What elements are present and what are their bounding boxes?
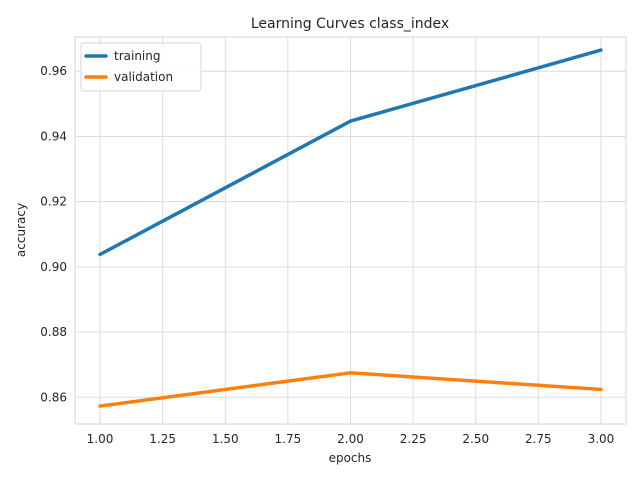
x-tick-label: 2.25 [400,432,427,446]
y-axis-label: accuracy [14,203,28,257]
grid [75,37,626,424]
y-tick-label: 0.90 [40,260,67,274]
legend: training validation [80,42,202,92]
x-tick-label: 1.25 [149,432,176,446]
x-tick-label: 1.00 [87,432,114,446]
legend-label-training: training [114,49,161,63]
x-tick-label: 2.50 [462,432,489,446]
y-tick-label: 0.88 [40,325,67,339]
x-tick-label: 1.75 [275,432,302,446]
y-tick-label: 0.94 [40,129,67,143]
x-tick-label: 2.00 [337,432,364,446]
x-tick-label: 3.00 [588,432,615,446]
legend-box [80,42,202,92]
plot-frame [74,36,627,425]
y-tick-label: 0.92 [40,195,67,209]
series-layer [98,48,603,408]
y-tick-label: 0.96 [40,64,67,78]
x-axis-label: epochs [329,451,372,465]
x-tick-label: 2.75 [525,432,552,446]
x-tick-label: 1.50 [212,432,239,446]
chart-title: Learning Curves class_index [251,16,449,32]
y-tick-label: 0.86 [40,390,67,404]
legend-label-validation: validation [114,70,173,84]
y-tick-labels: 0.86 0.88 0.90 0.92 0.94 0.96 [40,64,67,404]
x-tick-labels: 1.00 1.25 1.50 1.75 2.00 2.25 2.50 2.75 3.00 [87,432,615,446]
